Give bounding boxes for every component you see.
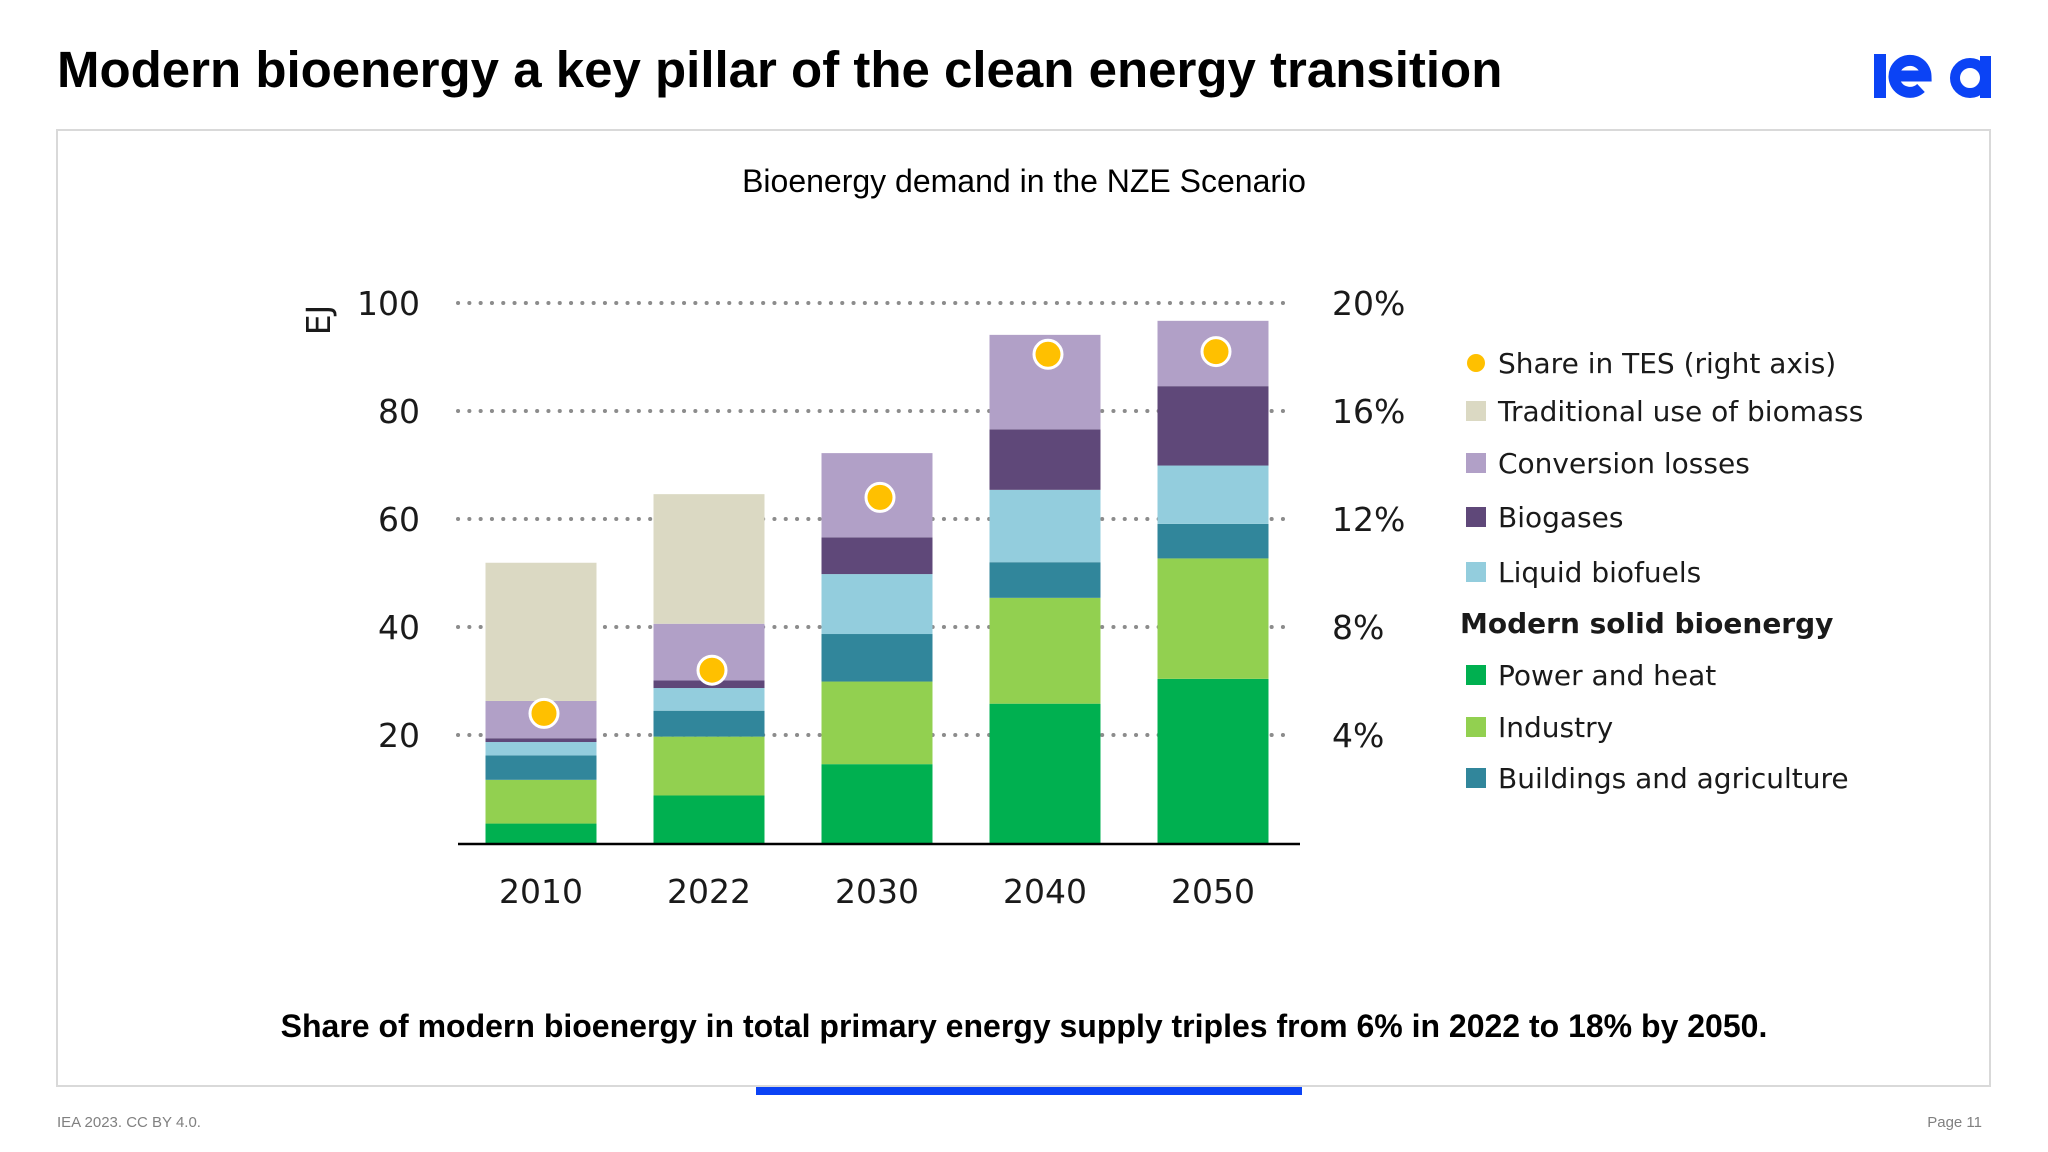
legend-label: Buildings and agriculture [1498, 761, 1849, 795]
bar-segment-industry [1157, 558, 1269, 679]
bar-segment-power-and-heat [653, 795, 765, 843]
bar-segment-power-and-heat [485, 823, 597, 843]
legend-swatch-icon [1466, 768, 1486, 788]
y-tick-label: 80 [378, 392, 420, 431]
legend-item: Power and heat [1466, 655, 1716, 695]
legend-label: Industry [1498, 710, 1614, 744]
share-dot [528, 697, 560, 729]
bar-segment-traditional-use-of-biomass [653, 494, 765, 624]
bar-segment-buildings-and-agriculture [1157, 523, 1269, 559]
bar-segment-biogases [989, 429, 1101, 490]
y-tick-label: 40 [378, 608, 420, 647]
page-number: Page 11 [1927, 1114, 1982, 1131]
legend-item: Biogases [1466, 497, 1623, 537]
legend-label: Liquid biofuels [1498, 555, 1702, 589]
chart-title: Bioenergy demand in the NZE Scenario [742, 163, 1306, 199]
legend-label: Biogases [1498, 500, 1624, 534]
y2-tick-label: 12% [1332, 500, 1405, 539]
legend-dot-icon [1467, 354, 1485, 372]
legend-item: Share in TES (right axis) [1466, 343, 1836, 383]
legend-group-header: Modern solid bioenergy [1460, 606, 1834, 640]
legend-item: Conversion losses [1466, 443, 1750, 483]
bar-segment-liquid-biofuels [821, 574, 933, 635]
bar-segment-biogases [485, 738, 597, 743]
legend-label: Conversion losses [1498, 446, 1750, 480]
bar-segment-buildings-and-agriculture [989, 562, 1101, 598]
legend-label: Share in TES (right axis) [1498, 346, 1837, 380]
accent-bar [756, 1087, 1302, 1095]
y-tick-label: 60 [378, 500, 420, 539]
bar-segment-power-and-heat [989, 703, 1101, 843]
bar-segment-industry [485, 779, 597, 824]
bar-segment-liquid-biofuels [989, 489, 1101, 563]
bar-segment-industry [989, 597, 1101, 704]
iea-logo-icon [1874, 54, 1991, 98]
y2-tick-label: 16% [1332, 392, 1405, 431]
bar-segment-liquid-biofuels [653, 688, 765, 711]
share-dot [696, 654, 728, 686]
slide-title: Modern bioenergy a key pillar of the cle… [57, 41, 1503, 98]
key-takeaway: Share of modern bioenergy in total prima… [280, 1008, 1768, 1044]
legend-swatch-icon [1466, 665, 1486, 685]
bar-segment-liquid-biofuels [1157, 465, 1269, 524]
bar-segment-power-and-heat [821, 764, 933, 843]
legend-swatch-icon [1466, 562, 1486, 582]
bar-segment-power-and-heat [1157, 678, 1269, 843]
y2-tick-label: 8% [1332, 608, 1384, 647]
legend-label: Traditional use of biomass [1498, 394, 1864, 428]
bar-segment-buildings-and-agriculture [485, 755, 597, 780]
y-tick-label: 100 [357, 284, 420, 323]
y-axis-label: EJ [299, 305, 338, 336]
x-tick-label: 2030 [835, 872, 919, 911]
y2-tick-label: 20% [1332, 284, 1405, 323]
x-tick-label: 2022 [667, 872, 751, 911]
bar-segment-buildings-and-agriculture [653, 710, 765, 737]
legend-item: Modern solid bioenergy [1460, 603, 1833, 643]
legend-swatch-icon [1466, 453, 1486, 473]
legend-item: Buildings and agriculture [1466, 758, 1849, 798]
bar-segment-biogases [821, 537, 933, 575]
bar-segment-industry [821, 681, 933, 765]
footer-copyright: IEA 2023. CC BY 4.0. [57, 1114, 201, 1131]
bar-segment-traditional-use-of-biomass [485, 562, 597, 701]
legend-item: Traditional use of biomass [1466, 391, 1863, 431]
legend-swatch-icon [1466, 401, 1486, 421]
share-dot [1200, 336, 1232, 368]
bar-segment-biogases [1157, 386, 1269, 466]
legend-item: Liquid biofuels [1466, 552, 1701, 592]
x-tick-label: 2040 [1003, 872, 1087, 911]
x-tick-label: 2050 [1171, 872, 1255, 911]
bar-segment-liquid-biofuels [485, 742, 597, 756]
share-dot [1032, 338, 1064, 370]
legend-label: Power and heat [1498, 658, 1717, 692]
legend-item: Industry [1466, 707, 1613, 747]
share-dot [864, 481, 896, 513]
bar-segment-buildings-and-agriculture [821, 634, 933, 682]
x-tick-label: 2010 [499, 872, 583, 911]
y2-tick-label: 4% [1332, 716, 1384, 755]
legend-swatch-icon [1466, 717, 1486, 737]
legend-swatch-icon [1466, 507, 1486, 527]
bar-segment-industry [653, 736, 765, 796]
y-tick-label: 20 [378, 716, 420, 755]
